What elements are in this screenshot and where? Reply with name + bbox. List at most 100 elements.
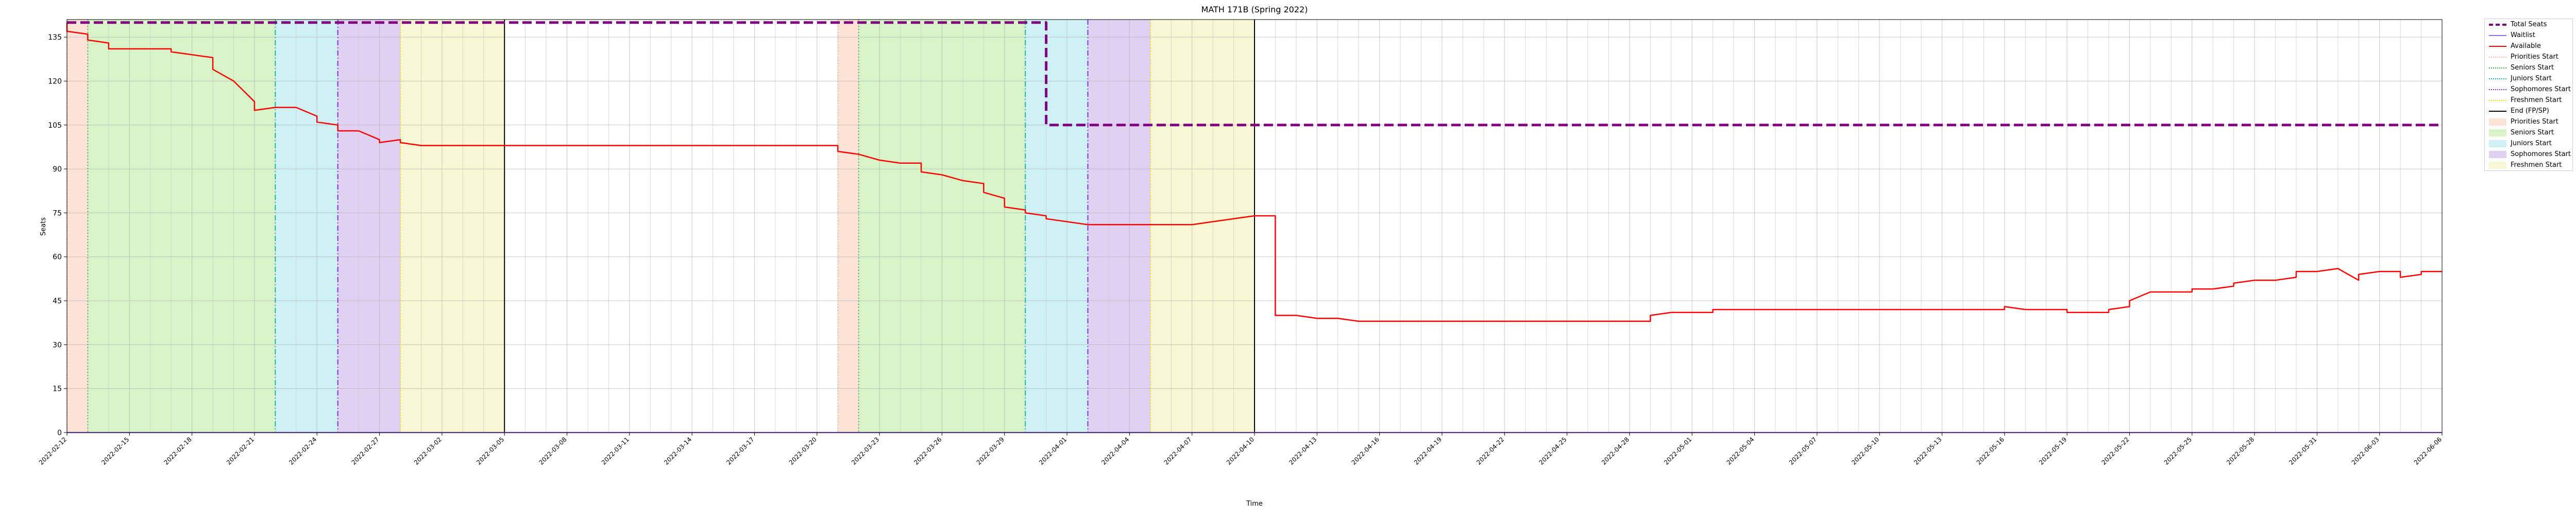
x-tick-label: 2022-04-13 <box>1287 436 1318 466</box>
legend-swatch <box>2489 118 2506 126</box>
legend-swatch <box>2489 35 2506 36</box>
legend-label: Priorities Start <box>2511 53 2558 61</box>
x-tick-label: 2022-03-20 <box>788 436 818 466</box>
y-tick-label: 90 <box>53 165 62 174</box>
legend-swatch <box>2489 23 2506 26</box>
legend-swatch <box>2489 56 2506 58</box>
legend-swatch <box>2489 99 2506 101</box>
x-tick-label: 2022-05-01 <box>1663 436 1693 466</box>
x-tick-label: 2022-02-21 <box>225 436 256 466</box>
x-tick-label: 2022-05-31 <box>2287 436 2318 466</box>
legend-label: Total Seats <box>2511 21 2547 28</box>
x-tick-label: 2022-04-10 <box>1225 436 1256 466</box>
x-tick-label: 2022-05-25 <box>2163 436 2193 466</box>
legend-item: Sophomores Start <box>2485 84 2572 95</box>
legend-label: Priorities Start <box>2511 118 2558 126</box>
legend-item: Seniors Start <box>2485 62 2572 73</box>
x-tick-label: 2022-02-27 <box>350 436 380 466</box>
legend-item: Juniors Start <box>2485 138 2572 149</box>
y-tick-label: 135 <box>48 33 62 42</box>
x-tick-label: 2022-05-28 <box>2225 436 2256 466</box>
y-tick-label: 60 <box>53 253 62 262</box>
x-tick-label: 2022-04-16 <box>1350 436 1381 466</box>
legend-label: Freshmen Start <box>2511 96 2562 104</box>
legend-label: Juniors Start <box>2511 75 2552 82</box>
legend-swatch <box>2489 110 2506 112</box>
x-tick-label: 2022-04-04 <box>1100 436 1130 466</box>
x-tick-label: 2022-02-24 <box>287 436 318 466</box>
y-tick-label: 15 <box>53 385 62 393</box>
legend-item: Waitlist <box>2485 30 2572 41</box>
shade-freshmen-2 <box>1150 20 1255 433</box>
x-tick-label: 2022-04-19 <box>1413 436 1443 466</box>
x-tick-label: 2022-05-19 <box>2038 436 2068 466</box>
legend-item: Sophomores Start <box>2485 149 2572 160</box>
shade-seniors-1 <box>88 20 276 433</box>
shade-juniors-1 <box>275 20 338 433</box>
x-tick-label: 2022-04-01 <box>1038 436 1068 466</box>
legend-label: Juniors Start <box>2511 140 2552 147</box>
legend-item: Juniors Start <box>2485 73 2572 84</box>
y-tick-label: 105 <box>48 122 62 130</box>
legend-swatch <box>2489 67 2506 68</box>
chart-legend: Total Seats Waitlist Available Priorities S… <box>2484 19 2573 171</box>
x-tick-label: 2022-03-17 <box>725 436 755 466</box>
y-tick-label: 0 <box>57 429 62 437</box>
legend-item: Freshmen Start <box>2485 95 2572 106</box>
x-tick-label: 2022-05-07 <box>1788 436 1818 466</box>
y-tick-label: 120 <box>48 77 62 85</box>
legend-item: Available <box>2485 41 2572 51</box>
x-tick-label: 2022-03-26 <box>912 436 943 466</box>
x-tick-label: 2022-05-04 <box>1725 436 1755 466</box>
y-axis-label: Seats <box>40 217 47 236</box>
x-tick-label: 2022-03-23 <box>850 436 880 466</box>
legend-swatch <box>2489 140 2506 147</box>
legend-label: Sophomores Start <box>2511 150 2571 158</box>
y-tick-label: 45 <box>53 297 62 305</box>
x-tick-label: 2022-02-12 <box>38 436 68 466</box>
x-tick-label: 2022-02-15 <box>100 436 130 466</box>
legend-swatch <box>2489 89 2506 90</box>
legend-item: Freshmen Start <box>2485 160 2572 170</box>
legend-swatch <box>2489 161 2506 169</box>
x-tick-label: 2022-05-22 <box>2100 436 2130 466</box>
x-tick-label: 2022-02-18 <box>163 436 193 466</box>
legend-item: End (FP/SP) <box>2485 106 2572 116</box>
y-axis-ticks: 0 15 30 45 60 75 90 105 120 135 <box>48 33 67 437</box>
legend-swatch <box>2489 150 2506 158</box>
x-tick-label: 2022-03-05 <box>475 436 505 466</box>
y-tick-label: 30 <box>53 341 62 349</box>
legend-swatch <box>2489 45 2506 47</box>
x-tick-label: 2022-03-08 <box>537 436 568 466</box>
x-tick-label: 2022-03-02 <box>413 436 443 466</box>
legend-item: Priorities Start <box>2485 116 2572 127</box>
x-axis-ticks: 2022-02-12 2022-02-15 2022-02-18 2022-02-21… <box>38 433 2443 466</box>
shade-sophomores-1 <box>337 20 401 433</box>
chart-title: MATH 171B (Spring 2022) <box>1201 5 1308 14</box>
shade-priorities-1 <box>67 20 88 433</box>
x-tick-label: 2022-04-28 <box>1600 436 1631 466</box>
legend-item: Total Seats <box>2485 19 2572 30</box>
x-tick-label: 2022-03-11 <box>600 436 631 466</box>
x-tick-label: 2022-05-16 <box>1975 436 2006 466</box>
shade-juniors-2 <box>1025 20 1088 433</box>
x-tick-label: 2022-06-03 <box>2350 436 2381 466</box>
shade-sophomores-2 <box>1088 20 1150 433</box>
legend-item: Priorities Start <box>2485 51 2572 62</box>
legend-label: Waitlist <box>2511 31 2535 39</box>
x-axis-label: Time <box>1246 500 1263 508</box>
y-tick-label: 75 <box>53 209 62 217</box>
x-tick-label: 2022-04-22 <box>1475 436 1505 466</box>
x-tick-label: 2022-06-06 <box>2413 436 2443 466</box>
legend-label: Available <box>2511 42 2541 50</box>
shade-priorities-2 <box>838 20 859 433</box>
series-available-line <box>66 22 2442 322</box>
legend-label: End (FP/SP) <box>2511 107 2549 115</box>
legend-label: Sophomores Start <box>2511 85 2571 93</box>
shaded-periods <box>67 20 1255 433</box>
x-tick-label: 2022-03-14 <box>663 436 693 466</box>
x-tick-label: 2022-05-13 <box>1912 436 1943 466</box>
x-tick-label: 2022-04-07 <box>1163 436 1193 466</box>
